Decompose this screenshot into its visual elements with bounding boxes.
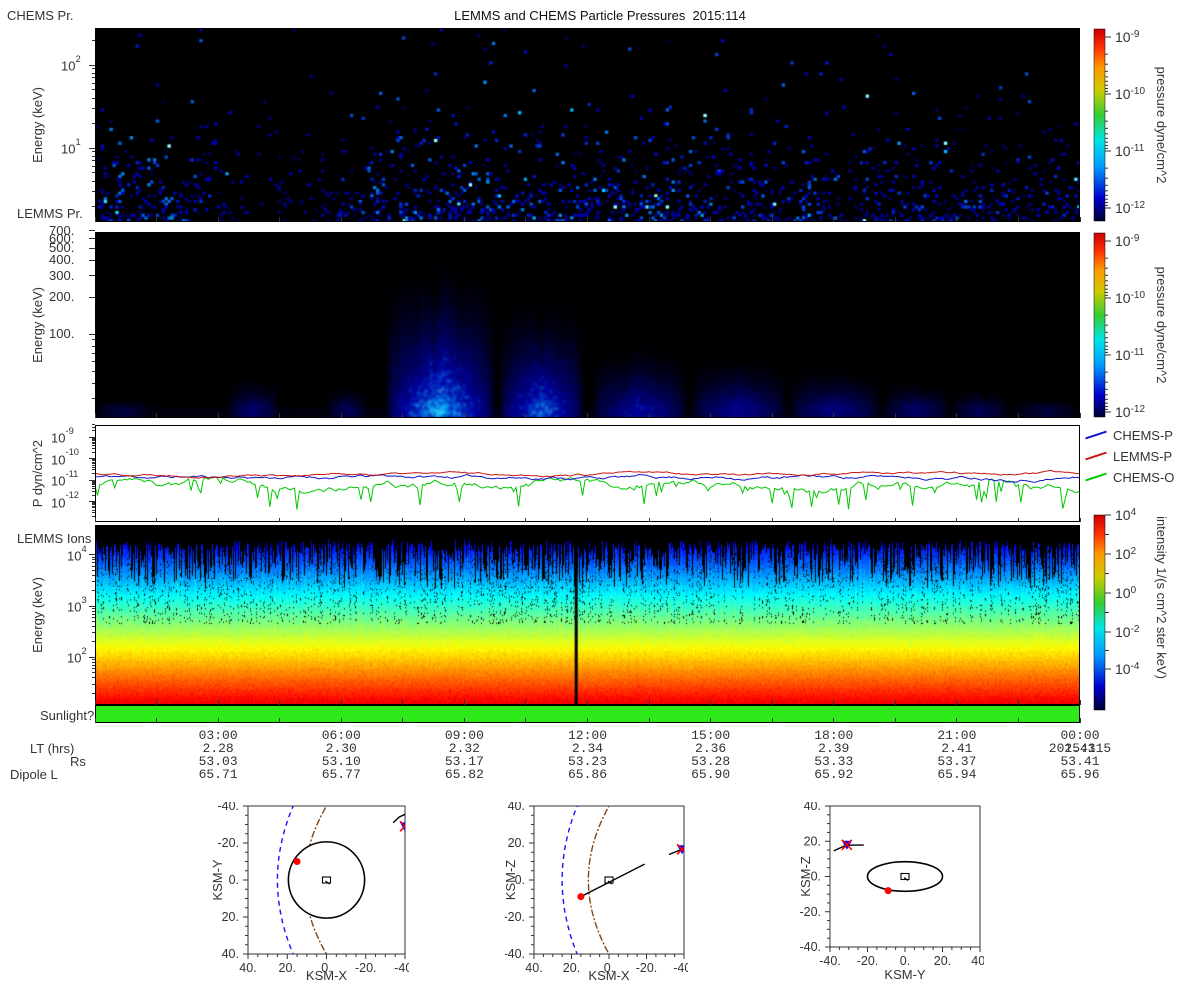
svg-text:-40.: -40. xyxy=(505,947,525,961)
svg-text:10-12: 10-12 xyxy=(1115,200,1145,217)
svg-text:40.: 40. xyxy=(525,961,542,975)
svg-text:10-9: 10-9 xyxy=(1115,29,1140,46)
svg-text:20.: 20. xyxy=(934,954,951,968)
svg-text:-40.: -40. xyxy=(819,954,841,968)
svg-text:-20.: -20. xyxy=(857,954,879,968)
svg-text:-40.: -40. xyxy=(394,961,409,975)
svg-text:KSM-Y: KSM-Y xyxy=(884,967,926,981)
svg-text:20.: 20. xyxy=(804,834,821,848)
svg-text:-40.: -40. xyxy=(673,961,688,975)
svg-text:10-12: 10-12 xyxy=(1115,404,1145,421)
svg-text:-20.: -20. xyxy=(355,961,377,975)
svg-text:20.: 20. xyxy=(508,836,525,850)
svg-text:10-9: 10-9 xyxy=(1115,233,1140,250)
svg-text:20.: 20. xyxy=(563,961,580,975)
svg-text:pressure dyne/cm^2: pressure dyne/cm^2 xyxy=(1154,67,1169,184)
svg-text:104: 104 xyxy=(1115,507,1137,524)
svg-text:intensity 1/(s cm^2 ster keV): intensity 1/(s cm^2 ster keV) xyxy=(1154,516,1169,679)
svg-text:0.: 0. xyxy=(229,873,239,887)
svg-text:KSM-Z: KSM-Z xyxy=(505,860,518,901)
svg-text:10-10: 10-10 xyxy=(1115,86,1145,103)
svg-text:-20.: -20. xyxy=(636,961,658,975)
svg-text:-20.: -20. xyxy=(505,910,525,924)
svg-text:0.: 0. xyxy=(900,954,910,968)
svg-text:100: 100 xyxy=(1115,585,1137,602)
svg-text:-40.: -40. xyxy=(800,940,821,954)
svg-text:102: 102 xyxy=(1115,546,1137,563)
svg-text:-20.: -20. xyxy=(800,905,821,919)
svg-text:20.: 20. xyxy=(222,910,239,924)
svg-text:10-4: 10-4 xyxy=(1115,661,1140,678)
svg-text:pressure dyne/cm^2: pressure dyne/cm^2 xyxy=(1154,267,1169,384)
svg-text:40.: 40. xyxy=(971,954,984,968)
svg-text:40.: 40. xyxy=(804,802,821,813)
svg-text:40.: 40. xyxy=(222,947,239,961)
svg-text:10-2: 10-2 xyxy=(1115,624,1140,641)
svg-text:-20.: -20. xyxy=(217,836,239,850)
svg-text:KSM-Z: KSM-Z xyxy=(800,856,813,897)
svg-text:10-10: 10-10 xyxy=(1115,290,1145,307)
svg-text:10-11: 10-11 xyxy=(1115,143,1145,160)
svg-text:KSM-Y: KSM-Y xyxy=(212,859,225,901)
svg-text:-40.: -40. xyxy=(217,802,239,813)
svg-text:KSM-X: KSM-X xyxy=(588,968,630,982)
svg-text:40.: 40. xyxy=(239,961,256,975)
svg-text:20.: 20. xyxy=(279,961,296,975)
svg-text:40.: 40. xyxy=(508,802,525,813)
svg-text:10-11: 10-11 xyxy=(1115,347,1145,364)
svg-text:KSM-X: KSM-X xyxy=(306,968,348,982)
